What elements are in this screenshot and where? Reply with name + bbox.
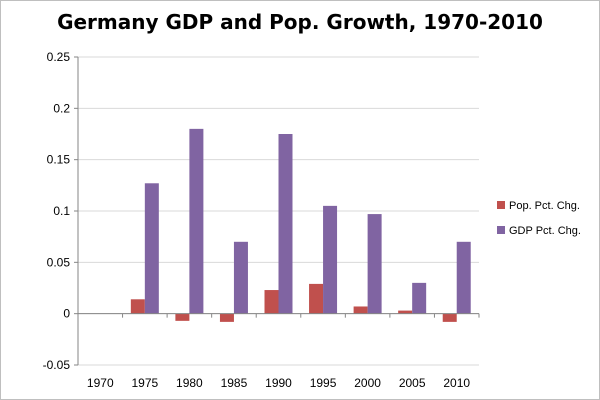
x-tick-label: 2005 xyxy=(399,376,426,390)
y-tick-label: -0.05 xyxy=(43,358,71,372)
y-tick-label: 0.25 xyxy=(47,50,71,64)
y-tick-label: 0.2 xyxy=(53,101,70,115)
y-tick-label: 0.15 xyxy=(47,153,71,167)
x-tick-label: 2000 xyxy=(354,376,381,390)
bar-gdp-1985 xyxy=(233,241,248,314)
bar-gdp-1975 xyxy=(144,183,159,314)
bar-pop-2000 xyxy=(353,306,368,314)
legend-label: GDP Pct. Chg. xyxy=(509,225,581,237)
y-tick-label: 0 xyxy=(63,307,70,321)
bar-gdp-1990 xyxy=(278,134,293,314)
legend-swatch xyxy=(497,226,505,234)
bar-pop-1975 xyxy=(130,299,145,314)
bar-pop-2005 xyxy=(398,310,413,314)
x-tick-label: 1980 xyxy=(176,376,203,390)
bar-gdp-2005 xyxy=(412,282,427,314)
x-tick-label: 2010 xyxy=(443,376,470,390)
bar-pop-1995 xyxy=(309,283,324,314)
bar-gdp-2010 xyxy=(456,241,471,314)
x-tick-label: 1985 xyxy=(221,376,248,390)
legend-label: Pop. Pct. Chg. xyxy=(509,200,580,212)
legend: Pop. Pct. Chg. GDP Pct. Chg. xyxy=(497,200,581,237)
bar-pop-1985 xyxy=(219,313,234,322)
x-tick-label: 1990 xyxy=(265,376,292,390)
bars xyxy=(130,128,471,322)
bar-gdp-1995 xyxy=(323,205,338,314)
axes: -0.05 0 0.05 0.1 0.15 0.2 0.25 1970 1975 1980 1985… xyxy=(43,50,480,390)
x-tick-label: 1970 xyxy=(87,376,114,390)
y-tick-label: 0.05 xyxy=(47,255,71,269)
bar-gdp-2000 xyxy=(367,214,382,314)
legend-swatch xyxy=(497,201,505,209)
bar-gdp-1980 xyxy=(189,128,204,314)
bar-pop-1980 xyxy=(175,313,190,321)
y-tick-label: 0.1 xyxy=(53,204,70,218)
x-tick-label: 1995 xyxy=(310,376,337,390)
bar-pop-2010 xyxy=(442,313,457,322)
x-tick-label: 1975 xyxy=(131,376,158,390)
bar-pop-1990 xyxy=(264,290,279,314)
chart-title: Germany GDP and Pop. Growth, 1970-2010 xyxy=(57,10,543,34)
